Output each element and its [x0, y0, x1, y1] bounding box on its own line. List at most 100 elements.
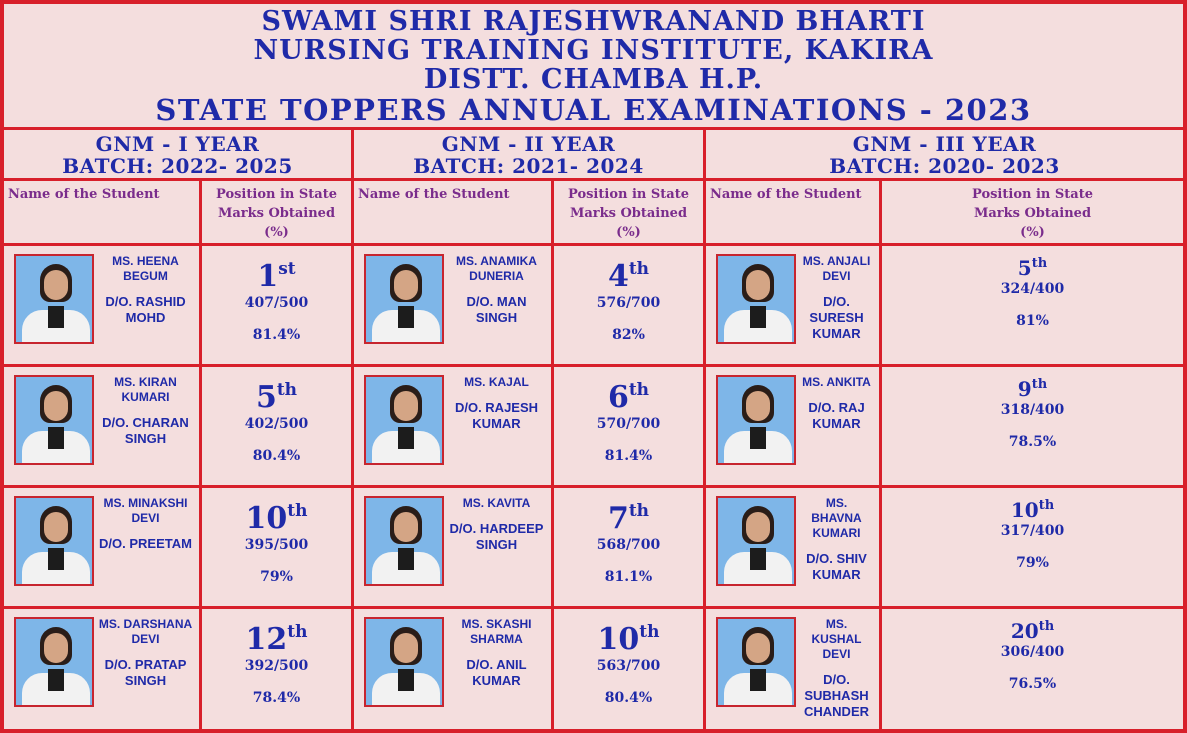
- photo-face: [394, 391, 418, 421]
- column-header-position: Position in State Marks Obtained (%): [202, 181, 354, 246]
- student-photo: [14, 375, 94, 465]
- student-photo: [716, 496, 796, 586]
- marks-obtained: 395/500: [244, 537, 309, 553]
- photo-collar: [398, 669, 414, 691]
- percentage: 79%: [260, 569, 293, 585]
- percentage: 82%: [612, 327, 645, 343]
- student-cell: MS. ANJALI DEVI D/O. SURESH KUMAR: [706, 246, 882, 367]
- institute-name-line2: NURSING TRAINING INSTITUTE, KAKIRA: [253, 35, 934, 66]
- course-name: GNM - III YEAR: [852, 132, 1037, 156]
- student-cell: MS. ANKITA D/O. RAJ KUMAR: [706, 367, 882, 488]
- batch-header: GNM - II YEAR BATCH: 2021- 2024: [354, 130, 706, 181]
- rank-number: 1: [257, 259, 279, 294]
- student-names: MS. KAVITA D/O. HARDEEP SINGH: [444, 496, 545, 553]
- state-position: 4th: [554, 252, 703, 294]
- state-position: 10th: [202, 494, 351, 536]
- parent-name: D/O. PREETAM: [99, 536, 192, 551]
- photo-collar: [48, 669, 64, 691]
- photo-collar: [48, 427, 64, 449]
- marks-obtained: 568/700: [596, 537, 661, 553]
- state-position: 10th: [554, 615, 703, 657]
- parent-name: D/O. SHIV KUMAR: [806, 551, 867, 582]
- rank-suffix: th: [1038, 619, 1055, 634]
- parent-name: D/O. HARDEEP SINGH: [449, 521, 544, 552]
- rank-suffix: th: [628, 501, 650, 521]
- rank-suffix: th: [1031, 377, 1048, 392]
- result-cell: 20th 306/400 76.5%: [882, 609, 1183, 733]
- student-photo: [364, 617, 444, 707]
- rank-number: 10: [245, 501, 288, 536]
- rank-suffix: th: [1031, 256, 1048, 271]
- marks-obtained: 576/700: [596, 295, 661, 311]
- photo-face: [394, 512, 418, 542]
- photo-collar: [48, 306, 64, 328]
- result-cell: 10th 395/500 79%: [202, 488, 354, 609]
- photo-face: [746, 633, 770, 663]
- photo-face: [44, 391, 68, 421]
- marks-obtained: 563/700: [596, 658, 661, 674]
- batch-years: BATCH: 2021- 2024: [413, 154, 644, 178]
- result-cell: 9th 318/400 78.5%: [882, 367, 1183, 488]
- column-header-line: Position in State: [568, 187, 689, 202]
- rank-number: 10: [597, 622, 640, 657]
- percentage: 81.4%: [604, 448, 653, 464]
- photo-collar: [398, 306, 414, 328]
- column-header-line: (%): [1020, 225, 1045, 240]
- parent-name: D/O. ANIL KUMAR: [466, 657, 527, 688]
- student-names: MS. ANJALI DEVI D/O. SURESH KUMAR: [796, 254, 873, 342]
- rank-suffix: th: [1038, 498, 1055, 513]
- photo-collar: [750, 306, 766, 328]
- rank-suffix: th: [628, 380, 650, 400]
- institute-header: SWAMI SHRI RAJESHWRANAND BHARTI NURSING …: [4, 4, 1183, 130]
- percentage: 79%: [1016, 555, 1049, 571]
- result-cell: 6th 570/700 81.4%: [554, 367, 706, 488]
- marks-obtained: 324/400: [1000, 281, 1065, 297]
- student-names: MS. BHAVNA KUMARI D/O. SHIV KUMAR: [796, 496, 873, 583]
- photo-collar: [48, 548, 64, 570]
- column-header-line: Position in State: [216, 187, 337, 202]
- rank-number: 20: [1010, 619, 1039, 643]
- student-name: MS. HEENA BEGUM: [112, 254, 179, 283]
- rank-number: 4: [607, 259, 629, 294]
- percentage: 81.4%: [252, 327, 301, 343]
- toppers-table: GNM - I YEAR BATCH: 2022- 2025 GNM - II YE…: [4, 130, 1183, 733]
- rank-suffix: th: [628, 259, 650, 279]
- rank-suffix: st: [278, 259, 296, 279]
- marks-obtained: 407/500: [244, 295, 309, 311]
- parent-name: D/O. RAJESH KUMAR: [454, 400, 539, 431]
- student-cell: MS. ANAMIKA DUNERIA D/O. MAN SINGH: [354, 246, 554, 367]
- student-names: MS. KIRAN KUMARI D/O. CHARAN SINGH: [94, 375, 193, 447]
- photo-face: [44, 270, 68, 300]
- student-photo: [364, 496, 444, 586]
- rank-number: 5: [1017, 256, 1032, 280]
- student-cell: MS. SKASHI SHARMA D/O. ANIL KUMAR: [354, 609, 554, 733]
- student-cell: MS. BHAVNA KUMARI D/O. SHIV KUMAR: [706, 488, 882, 609]
- parent-name: D/O. SURESH KUMAR: [809, 294, 864, 341]
- marks-obtained: 392/500: [244, 658, 309, 674]
- student-name: MS. KAJAL: [464, 375, 529, 389]
- batch-header: GNM - III YEAR BATCH: 2020- 2023: [706, 130, 1183, 181]
- student-name: MS. ANAMIKA DUNERIA: [456, 254, 537, 283]
- student-name: MS. DARSHANA DEVI: [98, 617, 193, 646]
- rank-number: 7: [607, 501, 629, 536]
- percentage: 78.4%: [252, 690, 301, 706]
- result-cell: 7th 568/700 81.1%: [554, 488, 706, 609]
- marks-obtained: 318/400: [1000, 402, 1065, 418]
- student-names: MS. DARSHANA DEVI D/O. PRATAP SINGH: [94, 617, 193, 689]
- state-position: 1st: [202, 252, 351, 294]
- result-cell: 1st 407/500 81.4%: [202, 246, 354, 367]
- student-name: MS. KIRAN KUMARI: [114, 375, 177, 404]
- marks-obtained: 317/400: [1000, 523, 1065, 539]
- photo-face: [746, 270, 770, 300]
- student-photo: [716, 375, 796, 465]
- parent-name: D/O. SUBHASH CHANDER: [804, 672, 869, 719]
- column-header-name: Name of the Student: [4, 181, 202, 246]
- student-names: MS. KAJAL D/O. RAJESH KUMAR: [444, 375, 545, 432]
- student-cell: MS. HEENA BEGUM D/O. RASHID MOHD: [4, 246, 202, 367]
- percentage: 81.1%: [604, 569, 653, 585]
- student-cell: MS. DARSHANA DEVI D/O. PRATAP SINGH: [4, 609, 202, 733]
- parent-name: D/O. CHARAN SINGH: [102, 415, 189, 446]
- column-header-position: Position in State Marks Obtained (%): [882, 181, 1183, 246]
- student-names: MS. HEENA BEGUM D/O. RASHID MOHD: [94, 254, 193, 326]
